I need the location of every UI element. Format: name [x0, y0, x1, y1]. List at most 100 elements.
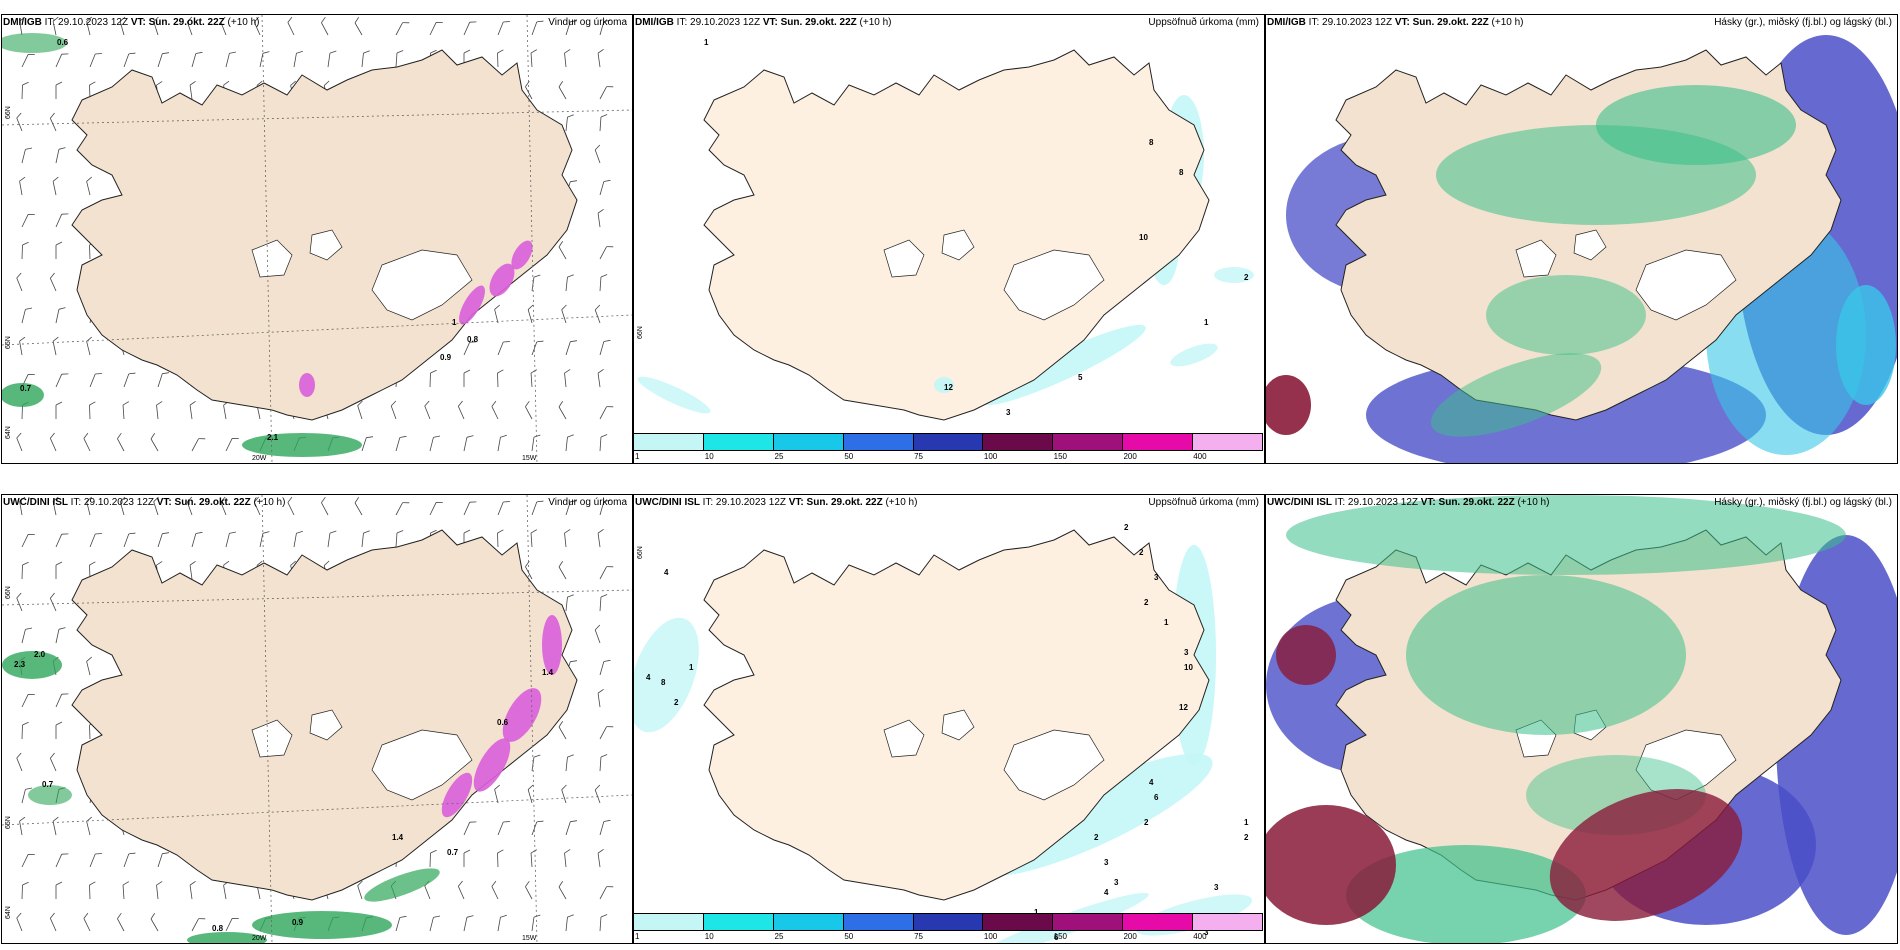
precip-legend-ticks: 1 10 25 50 75 100 150 200 400 [633, 452, 1261, 462]
wind-barb [565, 274, 574, 292]
legend-swatch [983, 914, 1054, 930]
wind-barb [86, 656, 92, 676]
legend-swatch [913, 914, 984, 930]
wind-barb [594, 304, 601, 324]
initial-time: IT: 29.10.2023 12Z [1308, 17, 1395, 28]
precip-value-label: 1.4 [392, 833, 404, 842]
wind-barb [223, 400, 230, 420]
precip-value-label: 0.8 [467, 335, 479, 344]
initial-time: IT: 29.10.2023 12Z [70, 497, 157, 508]
precip-value-label: 2.1 [267, 433, 279, 442]
wind-barb [463, 501, 477, 516]
legend-swatch [703, 434, 774, 450]
high-cloud [1486, 275, 1646, 355]
wind-barb [429, 369, 437, 388]
wind-barb [86, 496, 92, 516]
wind-barb [558, 241, 567, 260]
wind-barb [150, 433, 159, 452]
precip-area [1214, 267, 1254, 283]
wind-barb [55, 213, 69, 228]
heavy-precip-area [542, 615, 562, 675]
precip-value-label: 3 [1154, 573, 1159, 582]
wind-barb [527, 304, 534, 324]
wind-barb [599, 594, 608, 612]
wind-barb [599, 179, 611, 196]
glacier [371, 729, 473, 801]
wind-barb [19, 176, 26, 196]
graticule-line [2, 794, 632, 826]
graticule-label: 15W [522, 935, 537, 942]
precip-value-label: 2 [1094, 833, 1099, 842]
wind-barb [89, 853, 102, 868]
model-name: UWC/DINI ISL [3, 497, 71, 508]
legend-swatch [1193, 914, 1263, 930]
wind-barb [354, 497, 363, 516]
wind-barb [565, 820, 578, 836]
wind-barb [16, 112, 23, 132]
lead-time: (+10 h) [1491, 17, 1524, 28]
wind-barb [457, 400, 465, 420]
lead-time: (+10 h) [253, 497, 286, 508]
precip-value-label: 2.0 [34, 650, 46, 659]
precip-value-label: 0.7 [20, 384, 32, 393]
wind-barb [561, 784, 567, 804]
wind-barb [55, 627, 66, 644]
wind-barb [49, 272, 57, 292]
wind-barb [599, 406, 614, 420]
wind-barb [189, 881, 196, 900]
panel-wind-precip-uwc: 66N 65N 64N 20W 15W 2.3 2.0 0.7 0.7 1.4 0.8 0.9 0.6 1… [1, 494, 633, 944]
wind-barb [123, 372, 136, 388]
graticule-label: 66N [5, 586, 12, 599]
wind-barb [599, 86, 614, 100]
precip-value-label: 3 [1204, 928, 1209, 937]
wind-barb [55, 373, 69, 388]
wind-barb [599, 339, 611, 356]
wind-barb [321, 496, 329, 516]
wind-barb [558, 561, 567, 580]
glacier [1515, 239, 1557, 278]
wind-barb [395, 915, 407, 932]
precip-value-label: 3 [1104, 858, 1109, 867]
wind-barb [55, 147, 66, 164]
wind-barb [531, 340, 544, 356]
wind-barb [55, 881, 63, 899]
wind-barb [564, 49, 571, 68]
wind-barb [565, 434, 574, 452]
wind-barb [463, 849, 471, 867]
wind-barb [259, 51, 270, 68]
wind-barb [531, 500, 544, 516]
legend-tick-label: 10 [704, 932, 714, 941]
precip-area [364, 868, 440, 902]
wind-barb [220, 16, 227, 36]
wind-barb [491, 400, 499, 420]
high-cloud [1346, 845, 1586, 943]
wind-barb [19, 496, 26, 516]
wind-barb [497, 501, 510, 516]
wind-barb [558, 401, 567, 420]
legend-tick-label: 50 [844, 932, 854, 941]
wind-barb [395, 22, 410, 36]
precip-value-label: 1.4 [542, 668, 554, 677]
legend-swatch [773, 914, 844, 930]
precip-value-label: 0.9 [292, 918, 304, 927]
glacier [309, 709, 343, 741]
legend-swatch [913, 434, 984, 450]
precip-value-label: 8 [1149, 138, 1154, 147]
wind-barb [527, 784, 534, 804]
panel-title: Uppsöfnuð úrkoma (mm) [1148, 497, 1259, 508]
graticule-label: 20W [252, 455, 267, 462]
panel-title: Hásky (gr.), miðský (fj.bl.) og lágský (… [1714, 497, 1892, 508]
wind-barb [597, 209, 604, 228]
low-mid-cloud [1836, 285, 1896, 405]
wind-barb [599, 886, 614, 900]
precip-value-label: 3 [1006, 408, 1011, 417]
wind-barb [530, 849, 538, 868]
precip-value-label: 2 [1144, 598, 1149, 607]
precip-value-label: 0.7 [447, 848, 459, 857]
legend-tick-label: 200 [1123, 932, 1137, 941]
legend-swatch [634, 914, 704, 930]
wind-barb [491, 880, 499, 900]
graticule-label: 64N [5, 426, 12, 439]
precip-value-label: 2 [1244, 833, 1249, 842]
wind-barb [327, 530, 337, 548]
